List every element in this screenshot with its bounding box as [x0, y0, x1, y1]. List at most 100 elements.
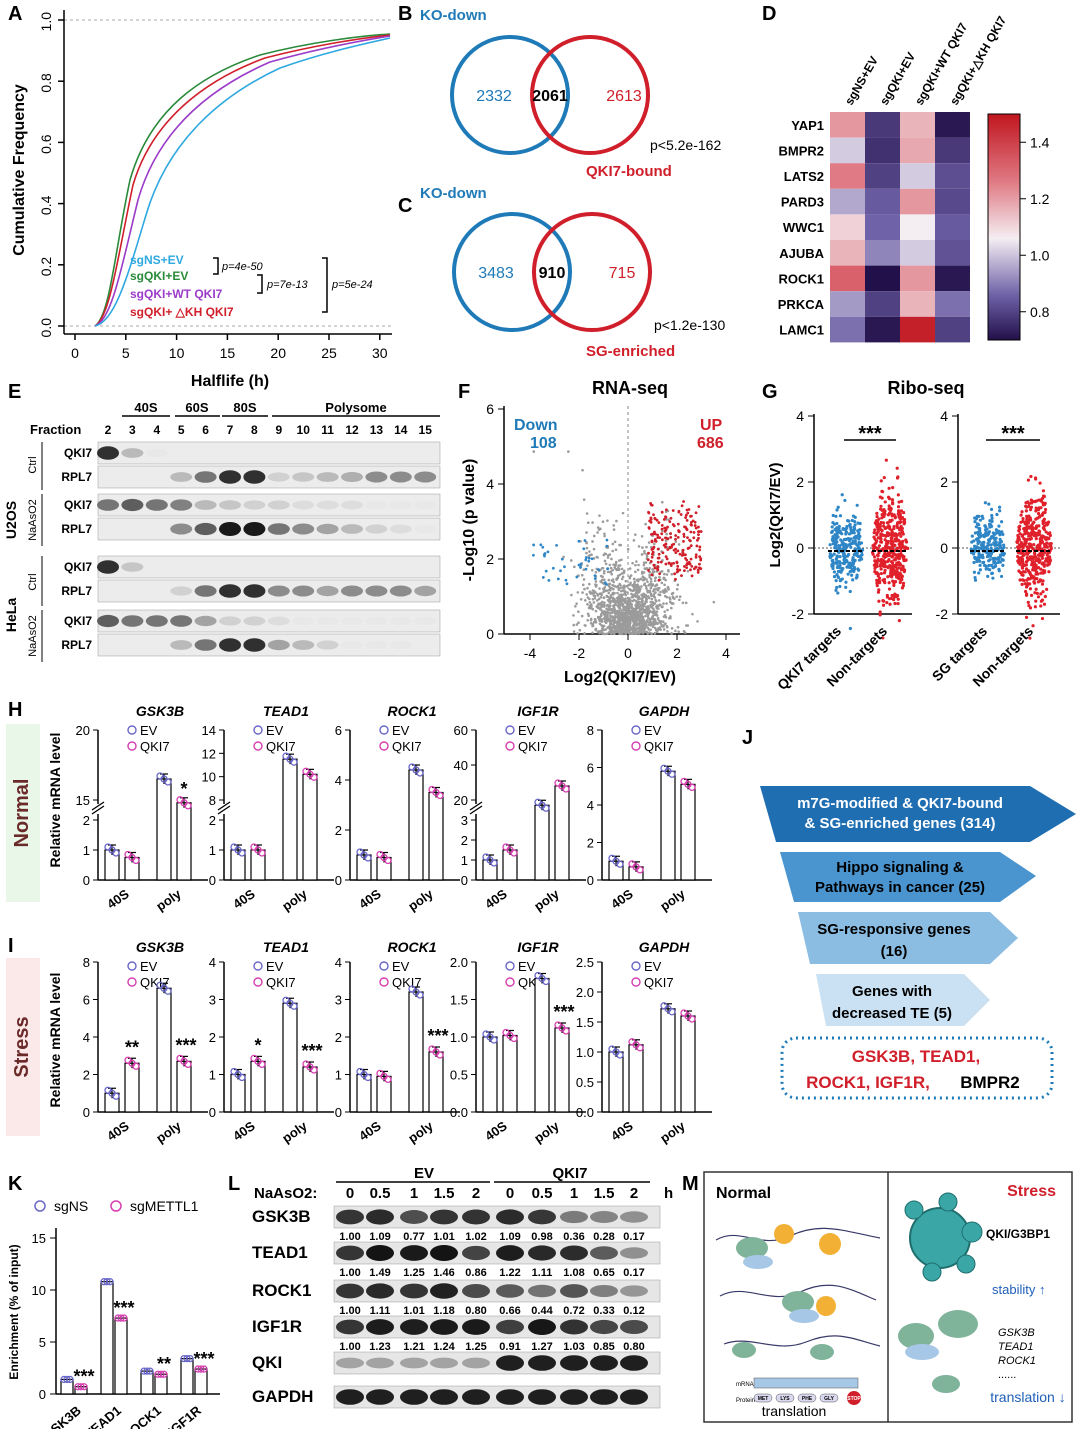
a-p1: p=4e-50	[221, 261, 264, 273]
bar	[124, 1062, 140, 1113]
g-point	[1041, 521, 1045, 525]
j-genes-red-1: GSK3B, TEAD1,	[852, 1047, 980, 1066]
l-band	[528, 1319, 556, 1335]
f-point-ns	[611, 625, 615, 629]
g-point	[987, 538, 991, 542]
g-point	[986, 574, 990, 578]
g-point	[977, 514, 981, 519]
a-xtick-label: 10	[169, 345, 185, 361]
bar-dot	[636, 866, 644, 874]
c-circle-right	[532, 212, 652, 332]
k-category: ROCK1	[119, 1403, 164, 1429]
f-point-up	[680, 504, 684, 508]
g-point	[977, 557, 981, 561]
l-band	[336, 1389, 364, 1405]
f-point-up	[648, 519, 652, 523]
g-point	[882, 599, 886, 603]
e-cond-ctrl-2: Ctrl	[27, 573, 39, 590]
f-point-ns	[651, 583, 655, 587]
f-point-ns	[621, 611, 625, 615]
f-point-ns	[691, 612, 694, 616]
f-point-up	[666, 537, 670, 541]
e-fraction-label: Fraction	[30, 422, 81, 437]
g-point	[1043, 570, 1047, 574]
f-point-ns	[653, 626, 657, 630]
f-point-down	[565, 582, 569, 586]
f-point-ns	[605, 589, 609, 592]
l-band	[366, 1389, 394, 1405]
f-point-up	[650, 555, 654, 559]
f-point-ns	[644, 593, 648, 597]
g-point	[1016, 559, 1020, 563]
f-point-ns	[639, 603, 643, 607]
f-point-ns	[608, 617, 611, 621]
g-point	[836, 569, 841, 574]
f-point-ns	[596, 592, 599, 596]
k-bar	[194, 1368, 208, 1395]
f-point-ns	[613, 597, 616, 601]
f-point-up	[656, 533, 660, 537]
f-point-down	[593, 574, 597, 577]
f-point-ns	[612, 528, 616, 531]
f-point-ns	[622, 584, 626, 587]
legend-qki7-marker	[505, 741, 515, 751]
g-point	[886, 513, 890, 517]
l-band	[430, 1209, 458, 1225]
f-point-ns	[657, 599, 661, 602]
f-point-ns	[621, 602, 625, 606]
e-band	[243, 616, 266, 626]
f-point-ns	[634, 570, 637, 574]
l-band	[400, 1245, 428, 1261]
l-band	[462, 1389, 490, 1405]
g-point	[835, 565, 840, 570]
g-point	[988, 568, 992, 572]
f-point-up	[664, 508, 668, 512]
l-quant: 1.01	[403, 1305, 424, 1317]
g-point	[895, 466, 899, 470]
f-point-down	[577, 539, 581, 543]
e-fraction-number: 5	[178, 423, 185, 437]
bar-dot	[132, 1062, 140, 1070]
f-point-up	[658, 572, 662, 576]
f-point-up	[666, 548, 670, 551]
g-point	[879, 507, 883, 511]
f-point-ns	[663, 623, 666, 626]
bar-dot	[562, 785, 570, 793]
e-band	[267, 616, 290, 626]
f-point-ns	[609, 570, 612, 573]
f-point-ns	[576, 591, 580, 594]
g-point	[892, 533, 897, 537]
f-point-ns	[594, 609, 598, 613]
l-dose: 0	[346, 1185, 354, 1202]
f-point-up	[652, 513, 655, 517]
f-point-ns	[675, 587, 679, 591]
l-band	[400, 1210, 428, 1224]
g-point	[1022, 563, 1027, 568]
g-point	[833, 546, 837, 550]
f-point-ns	[586, 602, 589, 606]
f-point-ns	[667, 518, 670, 521]
l-quant: 0.77	[403, 1231, 424, 1243]
i-row-bg	[6, 958, 40, 1136]
g-point	[890, 593, 894, 598]
e-blot-label: QKI7	[64, 498, 92, 512]
e-band	[194, 615, 217, 627]
g-point	[1018, 570, 1023, 575]
l-band	[560, 1319, 588, 1335]
g-point	[980, 553, 985, 557]
g-point	[884, 458, 888, 462]
l-quant: 1.24	[433, 1341, 455, 1353]
f-point-ns	[649, 592, 653, 596]
g-point	[975, 545, 979, 549]
e-band	[389, 524, 412, 534]
f-point-ns	[646, 580, 649, 584]
g-point	[878, 527, 882, 531]
bar-ytick: 1.5	[450, 993, 468, 1008]
e-band	[145, 499, 168, 511]
legend-qki7-marker	[127, 977, 137, 987]
g-point	[857, 534, 862, 538]
g-point	[969, 547, 973, 551]
g-point	[1041, 590, 1045, 594]
l-quant: 1.25	[465, 1341, 486, 1353]
bar	[408, 991, 424, 1113]
